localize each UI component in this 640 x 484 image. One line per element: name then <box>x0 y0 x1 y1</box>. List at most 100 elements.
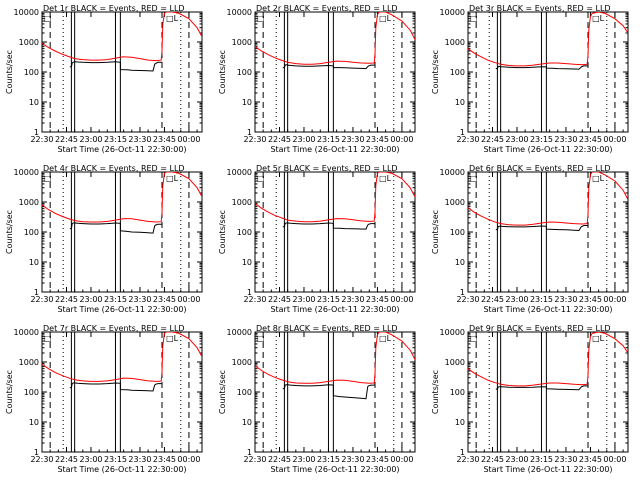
x-tick-label: 23:00 <box>505 455 528 464</box>
plot-frame <box>467 11 629 133</box>
x-tick-label: 23:00 <box>79 295 102 304</box>
panel-1: 1 10 100 1000 10000 22:30 22:45 23:00 23:15 23:30… <box>5 4 203 154</box>
x-tick-label: 23:30 <box>554 455 577 464</box>
legend-mark-left: □ <box>470 14 478 23</box>
y-tick-label: 10 <box>29 98 39 107</box>
legend-mark-right: □L <box>166 174 179 183</box>
panel-title: Det 9r BLACK = Events, RED = LLD <box>469 324 611 333</box>
y-tick-label: 1 <box>460 448 465 457</box>
x-tick-label: 23:45 <box>366 135 389 144</box>
lld-series-line <box>42 172 202 223</box>
x-tick-label: 22:45 <box>268 135 291 144</box>
plot-frame <box>467 331 629 453</box>
x-axis-title: Start Time (26-Oct-11 22:30:00) <box>483 305 612 314</box>
y-tick-label: 100 <box>24 68 39 77</box>
y-tick-label: 10000 <box>14 328 39 337</box>
x-tick-label: 23:15 <box>317 135 340 144</box>
y-axis-title: Counts/sec <box>5 370 14 414</box>
y-tick-label: 1 <box>34 448 39 457</box>
x-axis-title: Start Time (26-Oct-11 22:30:00) <box>57 465 186 474</box>
y-tick-label: 10000 <box>440 328 465 337</box>
x-tick-label: 22:45 <box>55 455 78 464</box>
x-tick-label: 23:15 <box>317 295 340 304</box>
x-tick-label: 23:45 <box>579 135 602 144</box>
x-tick-label: 22:30 <box>30 455 53 464</box>
plot-frame <box>41 171 203 293</box>
x-tick-label: 23:45 <box>366 295 389 304</box>
legend-mark-right: □L <box>166 14 179 23</box>
plot-frame <box>41 331 203 453</box>
x-tick-label: 23:00 <box>505 135 528 144</box>
y-tick-label: 10 <box>29 418 39 427</box>
y-tick-label: 1 <box>247 448 252 457</box>
panel-5: 1 10 100 1000 10000 22:30 22:45 23:00 23:15 23:30… <box>218 164 416 314</box>
legend-mark-left: □ <box>470 334 478 343</box>
y-axis-title: Counts/sec <box>431 370 440 414</box>
x-tick-label: 23:15 <box>104 295 127 304</box>
y-axis-title: Counts/sec <box>431 210 440 254</box>
x-tick-label: 22:30 <box>243 135 266 144</box>
panel-9: 1 10 100 1000 10000 22:30 22:45 23:00 23:15 23:30… <box>431 324 629 474</box>
y-tick-label: 100 <box>237 228 252 237</box>
y-tick-label: 10000 <box>227 328 252 337</box>
lld-series-line <box>468 332 628 387</box>
y-tick-label: 1000 <box>19 358 39 367</box>
x-axis-title: Start Time (26-Oct-11 22:30:00) <box>270 465 399 474</box>
panel-title: Det 8r BLACK = Events, RED = LLD <box>256 324 398 333</box>
y-tick-label: 10000 <box>440 8 465 17</box>
events-series-line <box>282 64 375 70</box>
events-series-line <box>495 65 588 70</box>
x-tick-label: 23:30 <box>341 135 364 144</box>
x-tick-label: 22:45 <box>481 455 504 464</box>
legend-mark-right: □L <box>592 14 605 23</box>
events-series-line <box>69 222 162 234</box>
panel-7: 1 10 100 1000 10000 22:30 22:45 23:00 23:15 23:30… <box>5 324 203 474</box>
y-tick-label: 1 <box>460 128 465 137</box>
legend-mark-left: □ <box>470 174 478 183</box>
legend-mark-right: □L <box>592 174 605 183</box>
x-tick-label: 23:30 <box>341 295 364 304</box>
x-tick-label: 23:30 <box>128 135 151 144</box>
x-tick-label: 22:30 <box>243 295 266 304</box>
y-tick-label: 10 <box>455 98 465 107</box>
y-tick-label: 1 <box>34 288 39 297</box>
legend-mark-right: □L <box>166 334 179 343</box>
y-tick-label: 10 <box>242 258 252 267</box>
lld-series-line <box>468 172 628 226</box>
x-tick-label: 23:15 <box>104 455 127 464</box>
y-tick-label: 10 <box>455 418 465 427</box>
x-tick-label: 23:45 <box>366 455 389 464</box>
x-tick-label: 23:00 <box>292 295 315 304</box>
x-tick-label: 23:00 <box>505 295 528 304</box>
x-tick-label: 00:00 <box>177 135 200 144</box>
legend-mark-right: □L <box>379 174 392 183</box>
x-tick-label: 22:45 <box>481 135 504 144</box>
panel-8: 1 10 100 1000 10000 22:30 22:45 23:00 23:15 23:30… <box>218 324 416 474</box>
x-tick-label: 23:15 <box>530 455 553 464</box>
x-tick-label: 23:15 <box>530 135 553 144</box>
panel-4: 1 10 100 1000 10000 22:30 22:45 23:00 23:15 23:30… <box>5 164 203 314</box>
panel-title: Det 7r BLACK = Events, RED = LLD <box>43 324 185 333</box>
lld-series-line <box>255 172 415 223</box>
x-tick-label: 00:00 <box>603 135 626 144</box>
x-tick-label: 23:00 <box>79 455 102 464</box>
x-tick-label: 00:00 <box>390 135 413 144</box>
x-tick-label: 00:00 <box>390 455 413 464</box>
y-tick-label: 10 <box>242 98 252 107</box>
x-axis-title: Start Time (26-Oct-11 22:30:00) <box>57 305 186 314</box>
y-axis-title: Counts/sec <box>431 50 440 94</box>
x-tick-label: 23:45 <box>153 455 176 464</box>
lld-series-line <box>42 332 202 382</box>
events-series-line <box>282 222 375 230</box>
x-tick-label: 00:00 <box>390 295 413 304</box>
x-axis-title: Start Time (26-Oct-11 22:30:00) <box>57 145 186 154</box>
panel-title: Det 4r BLACK = Events, RED = LLD <box>43 164 185 173</box>
x-tick-label: 22:45 <box>268 295 291 304</box>
y-tick-label: 10 <box>455 258 465 267</box>
x-tick-label: 23:30 <box>341 455 364 464</box>
y-tick-label: 1 <box>34 128 39 137</box>
x-tick-label: 23:30 <box>128 295 151 304</box>
x-tick-label: 23:00 <box>292 135 315 144</box>
x-tick-label: 22:45 <box>55 135 78 144</box>
